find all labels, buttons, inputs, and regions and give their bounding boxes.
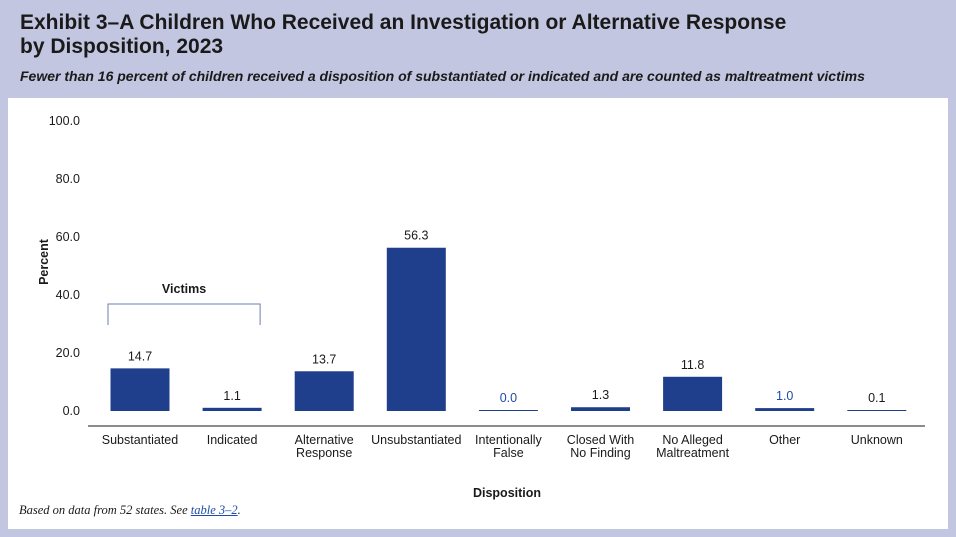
bar <box>847 410 907 411</box>
data-label: 1.0 <box>776 389 793 403</box>
bar <box>386 247 446 411</box>
data-label: 56.3 <box>404 229 428 243</box>
victims-bracket <box>107 303 261 325</box>
y-tick-label: 80.0 <box>56 172 80 186</box>
data-label: 0.1 <box>868 391 885 405</box>
chart-title: Exhibit 3–A Children Who Received an Inv… <box>20 11 787 58</box>
y-tick-label: 20.0 <box>56 346 80 360</box>
source-note-text: Based on data from 52 states. See <box>19 503 191 517</box>
x-tick-label: Unsubstantiated <box>371 433 461 447</box>
y-axis-label: Percent <box>37 238 51 285</box>
x-tick-label: Unknown <box>851 433 903 447</box>
x-tick-label: False <box>493 446 524 460</box>
bar <box>202 407 262 411</box>
data-label: 13.7 <box>312 352 336 366</box>
data-label: 0.0 <box>500 391 517 405</box>
x-tick-label: No Finding <box>570 446 630 460</box>
x-tick-label: Intentionally <box>475 433 542 447</box>
y-tick-label: 0.0 <box>63 404 80 418</box>
x-tick-label: Maltreatment <box>656 446 729 460</box>
table-link[interactable]: table 3–2 <box>190 503 238 517</box>
data-label: 11.8 <box>681 358 704 372</box>
x-tick-label: Closed With <box>567 433 634 447</box>
source-note: Based on data from 52 states. See table … <box>19 503 241 518</box>
data-label: 1.1 <box>223 389 240 403</box>
x-tick-label: Indicated <box>207 433 258 447</box>
x-tick-label: Alternative <box>295 433 354 447</box>
x-tick-label: Other <box>769 433 800 447</box>
x-tick-label: No Alleged <box>662 433 723 447</box>
y-tick-label: 60.0 <box>56 230 80 244</box>
x-tick-label: Response <box>296 446 352 460</box>
data-label: 14.7 <box>128 349 152 363</box>
y-tick-label: 100.0 <box>49 114 80 128</box>
chart-panel <box>8 98 948 529</box>
bar <box>294 371 354 411</box>
data-label: 1.3 <box>592 388 609 402</box>
chart-subtitle: Fewer than 16 percent of children receiv… <box>20 68 865 84</box>
bar <box>663 376 723 411</box>
source-note-end: . <box>237 503 241 517</box>
y-tick-label: 40.0 <box>56 288 80 302</box>
x-axis-label: Disposition <box>473 486 541 500</box>
bar <box>478 410 538 411</box>
bar <box>571 407 630 411</box>
bar <box>755 408 815 411</box>
x-tick-label: Substantiated <box>102 433 178 447</box>
exhibit-header: Exhibit 3–A Children Who Received an Inv… <box>0 0 956 96</box>
victims-annotation: Victims <box>162 282 206 296</box>
bar <box>110 368 170 411</box>
